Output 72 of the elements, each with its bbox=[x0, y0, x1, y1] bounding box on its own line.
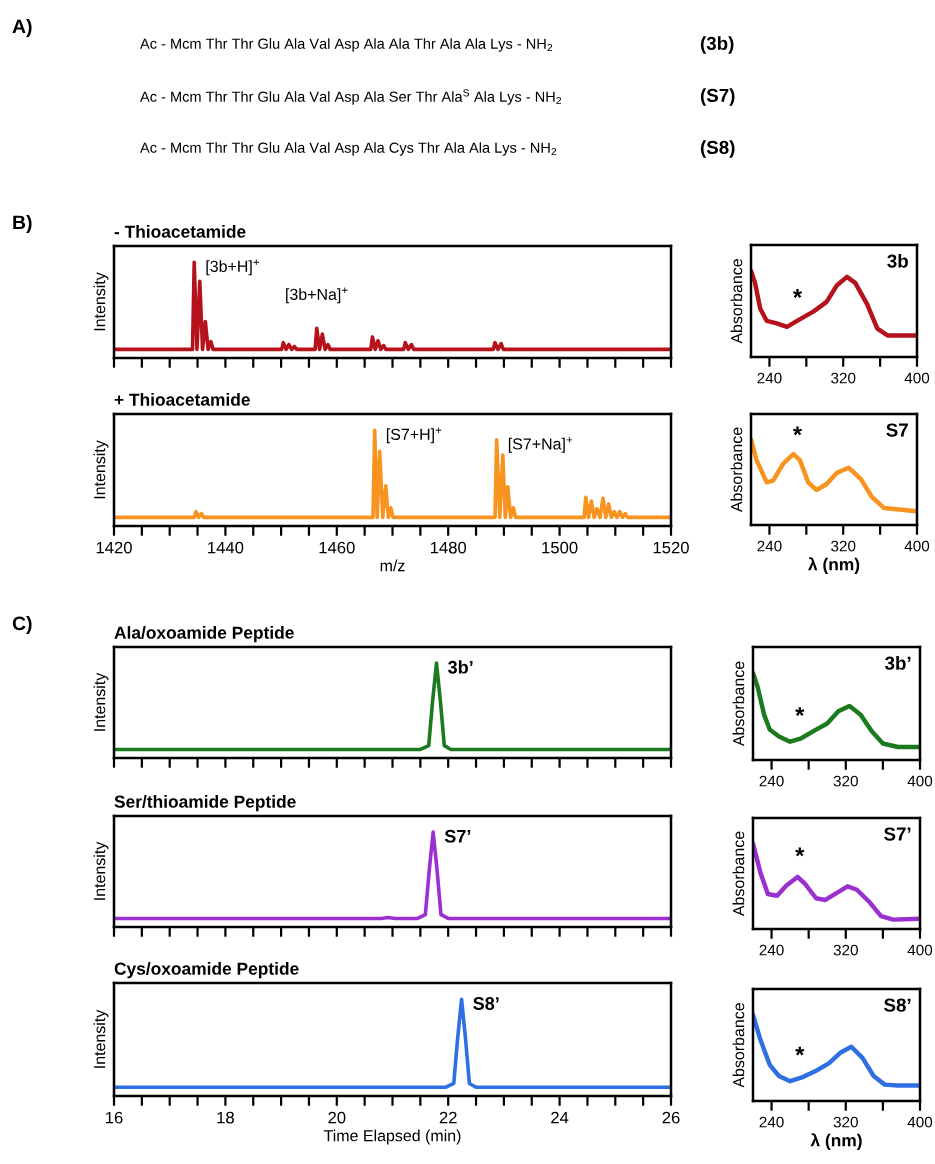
x-tick-label: 400 bbox=[904, 372, 930, 384]
x-tick-label: 320 bbox=[833, 775, 858, 787]
annotation: * bbox=[792, 289, 803, 298]
x-tick-label: 16 bbox=[106, 1111, 123, 1124]
y-axis-title: Intensity bbox=[93, 841, 109, 900]
chart-title: + Thioacetamide bbox=[114, 393, 250, 406]
annotation: S7’ bbox=[444, 829, 471, 843]
chart-title: Cys/oxoamide Peptide bbox=[114, 962, 299, 979]
x-tick-label: 26 bbox=[662, 1111, 680, 1124]
y-axis-title: Absorbance bbox=[732, 661, 745, 747]
chart-title: - Thioacetamide bbox=[114, 225, 246, 238]
text: Ac - Mcm Thr Thr Glu Ala Val Asp Ala Cys Thr Ala Ala Lys - NH$_{2}$ bbox=[140, 142, 557, 156]
chart-title: Ser/thioamide Peptide bbox=[114, 795, 296, 812]
annotation: [S7+H]$^{+}$ bbox=[386, 427, 442, 444]
x-tick-label: 1480 bbox=[430, 541, 467, 554]
annotation: 3b’ bbox=[448, 660, 473, 674]
x-tick-label: 1460 bbox=[319, 541, 355, 554]
y-axis-title: Intensity bbox=[93, 672, 109, 731]
y-axis-title: Intensity bbox=[93, 1009, 109, 1068]
x-tick-label: 400 bbox=[904, 540, 930, 552]
x-tick-label: 400 bbox=[907, 1116, 933, 1128]
text: (S7) bbox=[700, 88, 735, 106]
y-axis-title: Absorbance bbox=[730, 427, 743, 513]
y-axis-title: Intensity bbox=[93, 272, 109, 331]
x-tick-label: 1440 bbox=[208, 541, 244, 554]
x-tick-label: 400 bbox=[907, 944, 933, 956]
x-tick-label: 18 bbox=[217, 1111, 234, 1124]
x-tick-label: 240 bbox=[757, 372, 782, 384]
chart-title: Ala/oxoamide Peptide bbox=[114, 626, 294, 643]
x-tick-label: 20 bbox=[328, 1111, 346, 1124]
x-tick-label: 1420 bbox=[96, 541, 132, 554]
text: Ac - Mcm Thr Thr Glu Ala Val Asp Ala Ala Thr Ala Ala Lys - NH$_{2}$ bbox=[140, 38, 553, 52]
x-tick-label: 400 bbox=[907, 775, 933, 787]
x-axis-title: m/z bbox=[380, 559, 405, 572]
x-tick-label: 320 bbox=[833, 1116, 858, 1128]
annotation: * bbox=[795, 1046, 805, 1056]
x-tick-label: 240 bbox=[757, 540, 782, 552]
text: S7 bbox=[886, 423, 908, 437]
y-axis-title: Absorbance bbox=[732, 1003, 745, 1088]
annotation: [3b+H]$^{+}$ bbox=[206, 259, 259, 276]
x-tick-label: 22 bbox=[439, 1111, 457, 1124]
text: Ac - Mcm Thr Thr Glu Ala Val Asp Ala Ser Thr Ala$^{S}$ Ala Lys - NH$_{2}$ bbox=[140, 89, 562, 105]
x-axis-title: λ (nm) bbox=[808, 557, 860, 574]
x-tick-label: 240 bbox=[759, 944, 784, 956]
x-tick-label: 1500 bbox=[542, 541, 578, 554]
y-axis-title: Intensity bbox=[93, 440, 109, 499]
x-axis-title: Time Elapsed (min) bbox=[323, 1129, 461, 1145]
x-tick-label: 320 bbox=[831, 540, 856, 552]
y-axis-title: Absorbance bbox=[732, 831, 745, 917]
text: (3b) bbox=[700, 36, 734, 54]
text: S7’ bbox=[884, 827, 911, 841]
y-axis-title: Absorbance bbox=[730, 259, 743, 344]
annotation: * bbox=[795, 707, 805, 716]
annotation: [3b+Na]$^{+}$ bbox=[286, 287, 348, 304]
x-tick-label: 320 bbox=[831, 372, 856, 384]
annotation: S8’ bbox=[473, 997, 499, 1010]
text: 3b bbox=[887, 253, 908, 268]
annotation: [S7+Na]$^{+}$ bbox=[508, 437, 573, 453]
x-axis-title: λ (nm) bbox=[810, 1133, 862, 1150]
x-tick-label: 320 bbox=[833, 944, 858, 956]
x-tick-label: 240 bbox=[759, 1116, 784, 1128]
text: S8’ bbox=[884, 998, 911, 1012]
text: 3b’ bbox=[884, 656, 911, 670]
annotation: * bbox=[795, 847, 805, 857]
text: A) bbox=[12, 18, 32, 38]
text: * bbox=[792, 426, 803, 436]
x-tick-label: 240 bbox=[759, 775, 784, 787]
text: C) bbox=[12, 615, 32, 635]
x-tick-label: 24 bbox=[551, 1111, 569, 1124]
text: B) bbox=[13, 214, 32, 234]
text: (S8) bbox=[700, 140, 735, 158]
x-tick-label: 1520 bbox=[653, 541, 689, 554]
